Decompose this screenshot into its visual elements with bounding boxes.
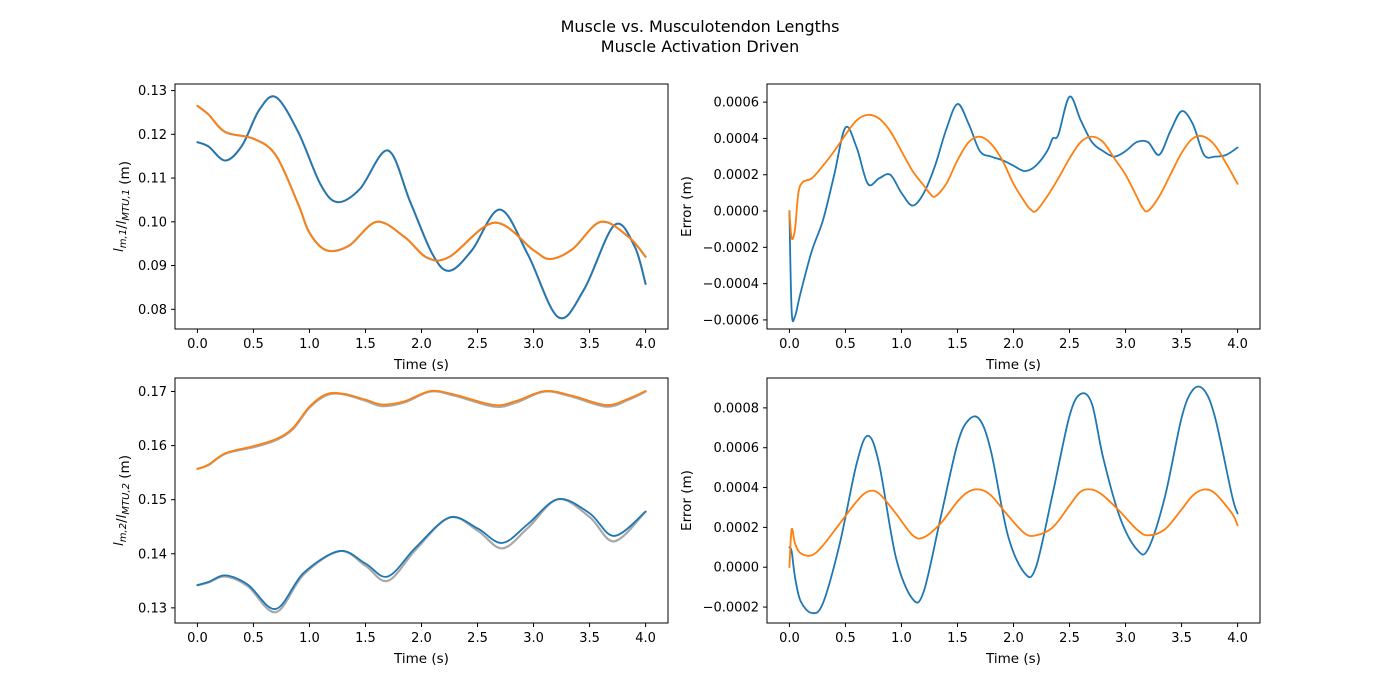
series-line-gray-1 (196, 95, 647, 320)
series-group (788, 95, 1239, 323)
x-tick-label: 2.0 (1003, 631, 1024, 646)
series-line-blue-1 (788, 95, 1239, 323)
x-tick-label: 1.5 (947, 631, 968, 646)
figure-title-line2: Muscle Activation Driven (601, 37, 799, 56)
y-tick-label: 0.0006 (714, 96, 760, 111)
y-tick-label: 0.14 (138, 547, 167, 562)
series-line-gray-2 (196, 104, 647, 262)
y-axis-label: lm,2/lMTU,2 (m) (111, 455, 133, 546)
series-line-gray-1 (196, 498, 647, 614)
x-tick-label: 3.0 (1115, 631, 1136, 646)
y-tick-label: 0.0004 (714, 481, 760, 496)
axes-frame (174, 83, 669, 330)
x-tick-label: 2.5 (1059, 337, 1080, 352)
subplot-2: 0.0 0.5 1.0 1.5 2.0 2.5 3.0 3.5 4.0 −0.0006 −0.000… (679, 83, 1261, 373)
x-tick-label: 1.0 (299, 631, 320, 646)
x-tick-label: 3.5 (1171, 631, 1192, 646)
y-tick-label: 0.13 (138, 601, 167, 616)
y-tick-label: 0.0006 (714, 441, 760, 456)
series-group (788, 385, 1239, 615)
subplot-1: 0.0 0.5 1.0 1.5 2.0 2.5 3.0 3.5 4.0 0.08 0.09 0.10 0… (111, 83, 669, 373)
y-tick-label: 0.10 (138, 215, 167, 230)
x-axis-label: Time (s) (985, 651, 1041, 667)
y-tick-label: 0.16 (138, 439, 167, 454)
x-axis-label: Time (s) (393, 357, 449, 373)
axes-frame (766, 377, 1261, 624)
x-tick-label: 3.5 (579, 631, 600, 646)
subplot-3: 0.0 0.5 1.0 1.5 2.0 2.5 3.0 3.5 4.0 0.13 0.14 0.15 0… (111, 377, 669, 667)
x-tick-label: 4.0 (1227, 337, 1248, 352)
x-tick-label: 4.0 (635, 337, 656, 352)
axes-frame (766, 83, 1261, 330)
figure-title-line1: Muscle vs. Musculotendon Lengths (561, 17, 840, 36)
y-tick-label: −0.0002 (703, 601, 759, 616)
x-tick-label: 3.0 (523, 337, 544, 352)
x-tick-label: 0.0 (779, 337, 800, 352)
x-tick-label: 0.0 (187, 631, 208, 646)
x-tick-label: 0.5 (243, 631, 264, 646)
series-line-orange-2 (788, 488, 1239, 569)
series-line-blue-1 (788, 385, 1239, 615)
y-tick-label: 0.11 (138, 172, 167, 187)
y-tick-label: 0.08 (138, 303, 167, 318)
y-tick-label: 0.0002 (714, 521, 760, 536)
y-tick-label: −0.0006 (703, 313, 759, 328)
y-tick-label: 0.13 (138, 84, 167, 99)
x-tick-label: 3.0 (523, 631, 544, 646)
x-tick-label: 4.0 (635, 631, 656, 646)
y-tick-label: 0.09 (138, 259, 167, 274)
y-tick-label: 0.0002 (714, 168, 760, 183)
series-group (196, 95, 647, 320)
x-tick-label: 2.5 (1059, 631, 1080, 646)
series-line-gray-2 (196, 390, 647, 470)
series-line-blue-3 (196, 498, 647, 610)
y-tick-label: −0.0004 (703, 277, 759, 292)
x-tick-label: 0.5 (835, 631, 856, 646)
y-axis-label: lm,1/lMTU,1 (m) (111, 161, 133, 252)
subplots: 0.0 0.5 1.0 1.5 2.0 2.5 3.0 3.5 4.0 0.08 0.09 0.10 0… (111, 83, 1261, 667)
x-tick-label: 1.5 (355, 337, 376, 352)
x-tick-label: 3.0 (1115, 337, 1136, 352)
series-group (196, 389, 647, 614)
x-tick-label: 1.0 (299, 337, 320, 352)
x-tick-label: 1.5 (355, 631, 376, 646)
y-tick-label: 0.12 (138, 128, 167, 143)
x-tick-label: 4.0 (1227, 631, 1248, 646)
y-tick-label: −0.0002 (703, 241, 759, 256)
x-tick-label: 0.0 (779, 631, 800, 646)
y-axis-label: Error (m) (679, 176, 695, 237)
x-tick-label: 0.5 (835, 337, 856, 352)
series-line-orange-2 (788, 113, 1239, 241)
x-tick-label: 2.0 (411, 631, 432, 646)
x-tick-label: 2.5 (467, 337, 488, 352)
y-tick-label: 0.0004 (714, 132, 760, 147)
x-axis-label: Time (s) (393, 651, 449, 667)
series-line-orange-4 (196, 389, 647, 470)
x-tick-label: 2.5 (467, 631, 488, 646)
y-tick-label: 0.17 (138, 385, 167, 400)
x-tick-label: 3.5 (1171, 337, 1192, 352)
y-tick-label: 0.15 (138, 493, 167, 508)
x-tick-label: 3.5 (579, 337, 600, 352)
x-tick-label: 1.0 (891, 337, 912, 352)
x-axis-label: Time (s) (985, 357, 1041, 373)
y-tick-label: 0.0000 (714, 205, 760, 220)
y-axis-label: Error (m) (679, 470, 695, 531)
x-tick-label: 1.5 (947, 337, 968, 352)
x-tick-label: 2.0 (1003, 337, 1024, 352)
x-tick-label: 2.0 (411, 337, 432, 352)
y-tick-label: 0.0008 (714, 401, 760, 416)
series-line-blue-3 (196, 95, 647, 320)
y-tick-label: 0.0000 (714, 561, 760, 576)
series-line-orange-4 (196, 104, 647, 262)
subplot-4: 0.0 0.5 1.0 1.5 2.0 2.5 3.0 3.5 4.0 −0.0002 0.0000… (679, 377, 1261, 667)
x-tick-label: 0.0 (187, 337, 208, 352)
x-tick-label: 0.5 (243, 337, 264, 352)
x-tick-label: 1.0 (891, 631, 912, 646)
